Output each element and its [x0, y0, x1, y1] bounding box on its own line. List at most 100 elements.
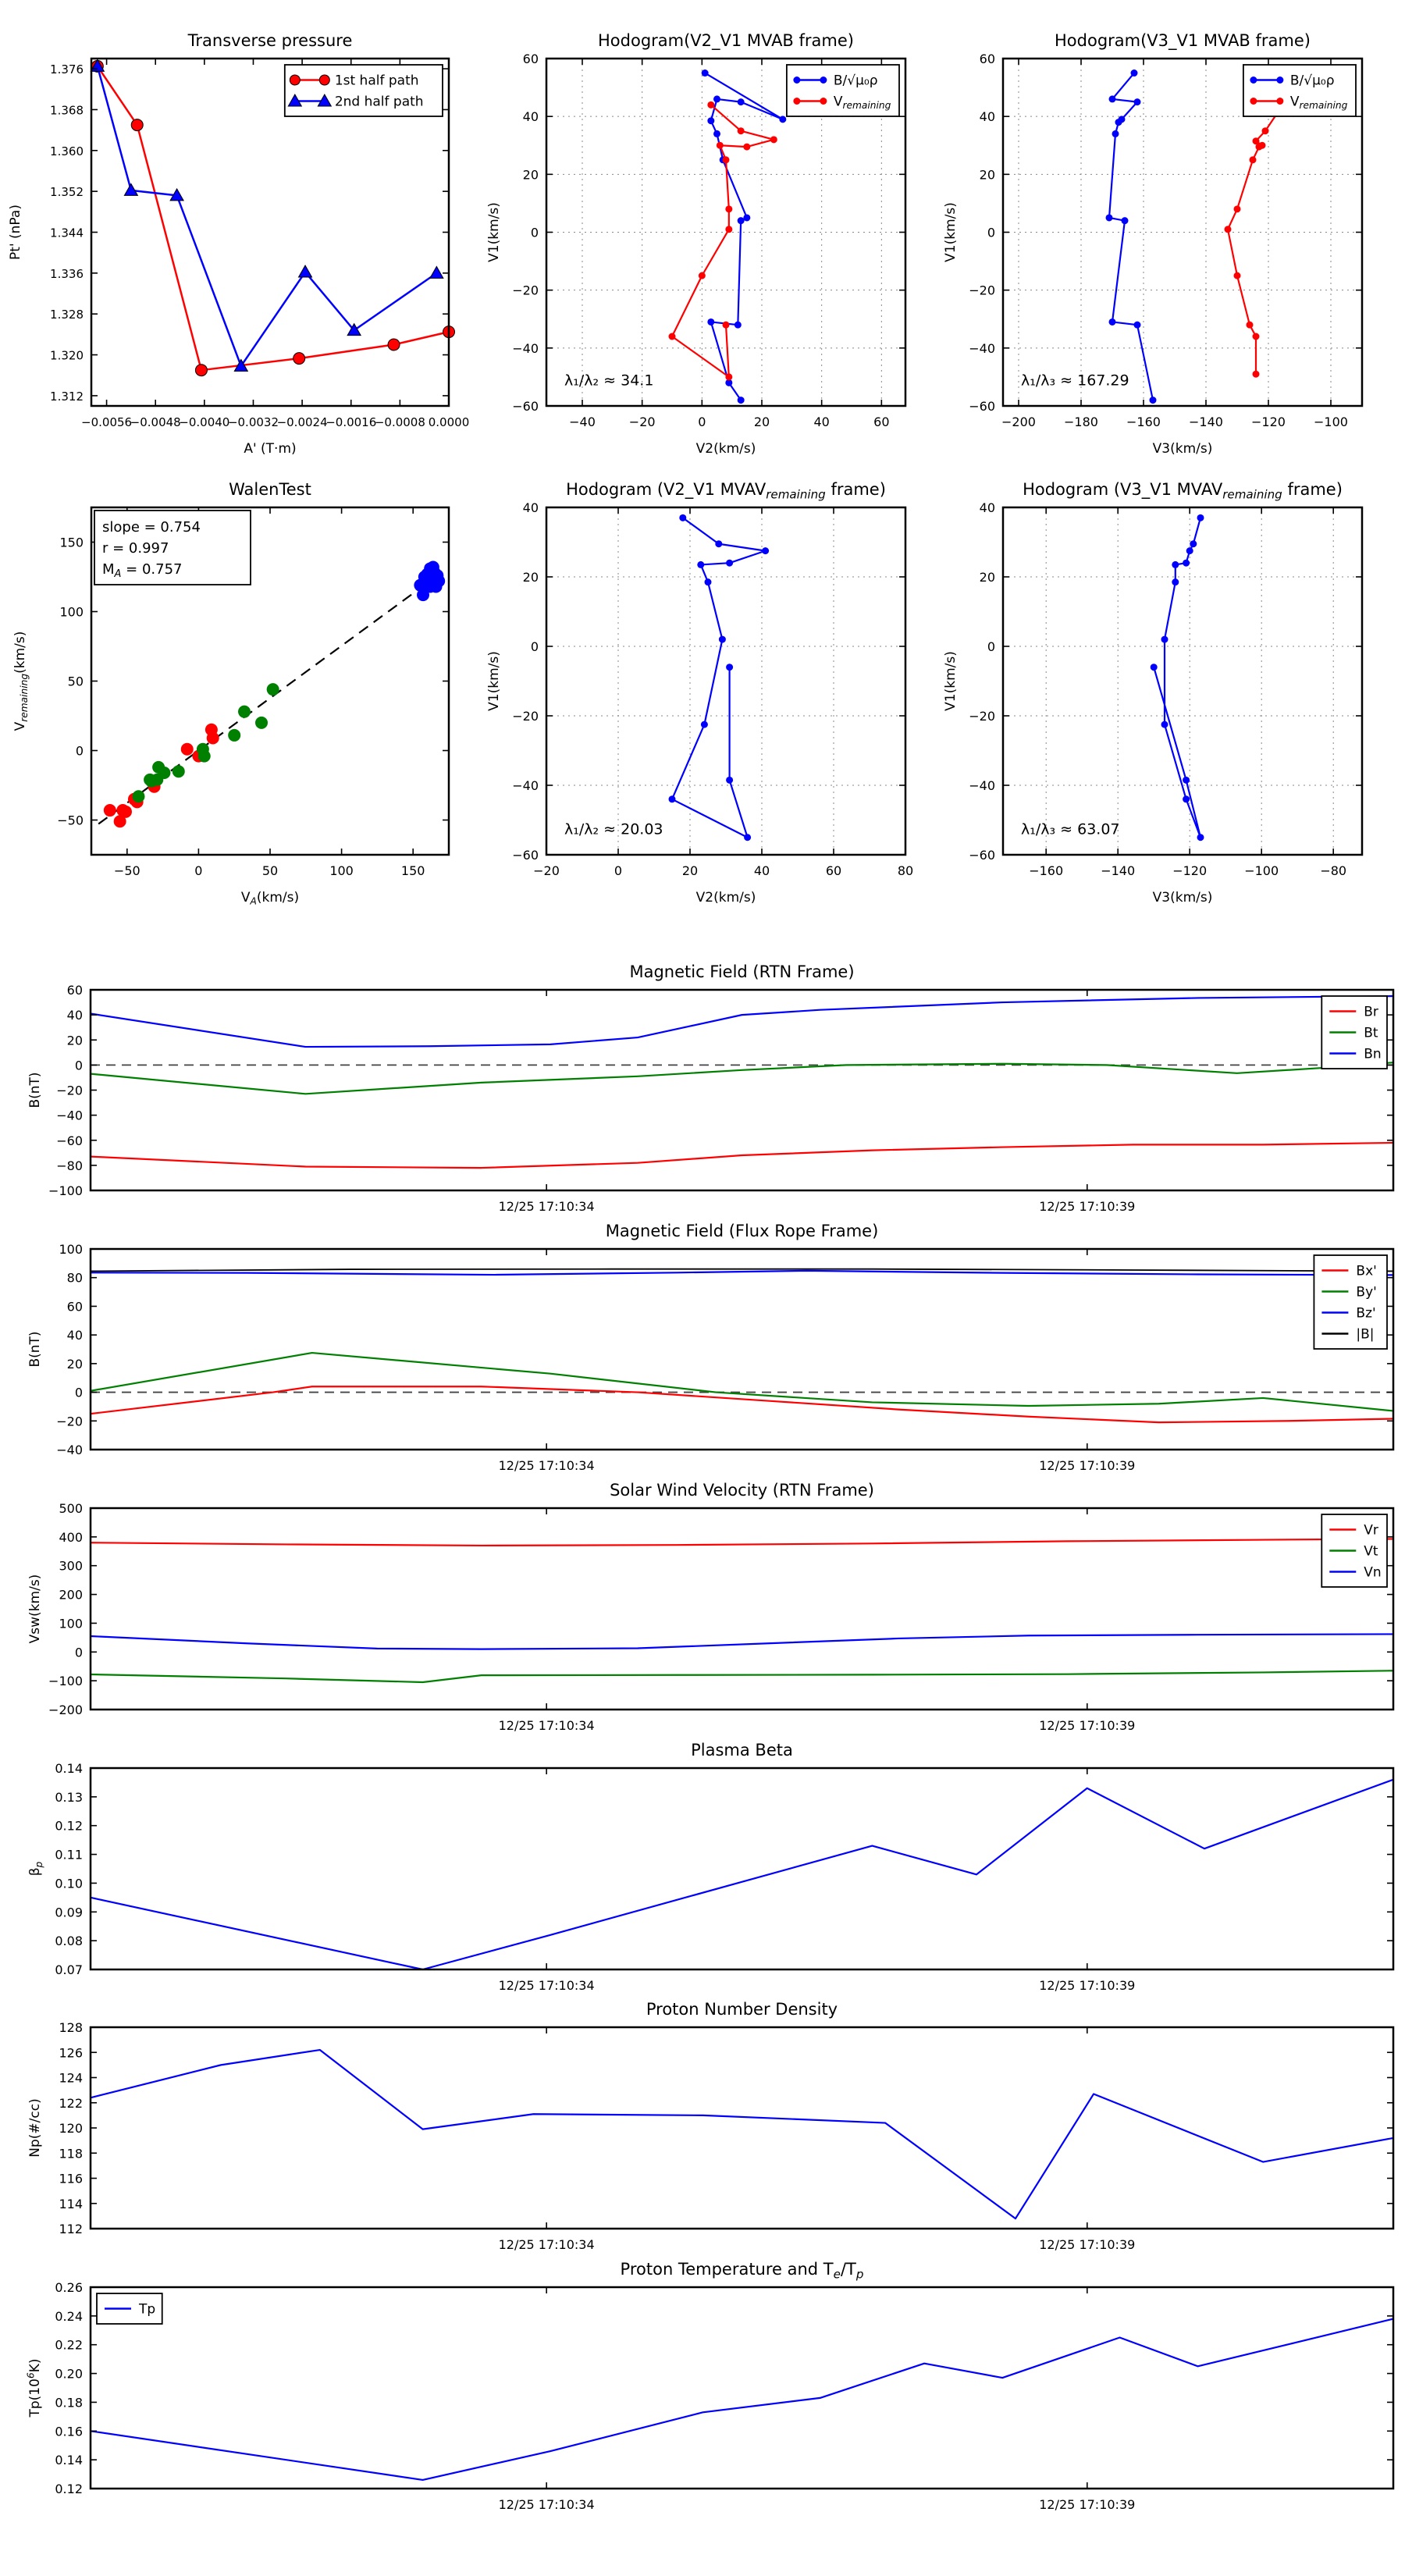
legend: Bx' By' Bz' |B|: [1313, 1254, 1388, 1350]
scatter-point: [103, 804, 116, 817]
y-tick-label: 40: [67, 1008, 83, 1023]
plot-frame: [1001, 506, 1364, 856]
x-axis-label: V3(km/s): [1153, 890, 1213, 906]
legend: B/√μ₀ρ Vremaining: [785, 64, 900, 117]
y-tick-label: 0: [987, 226, 995, 240]
y-tick-label: 1.312: [50, 390, 84, 404]
y-axis-label: V1(km/s): [943, 202, 959, 262]
legend: Br Bt Bn: [1321, 995, 1388, 1069]
x-tick-label: −50: [114, 863, 140, 878]
scatter-point: [180, 742, 194, 756]
series-Vt: [90, 1670, 1394, 1684]
x-tick-label: −0.0024: [277, 415, 328, 429]
y-axis-label: Pt' (nPa): [8, 205, 23, 260]
y-tick-label: 40: [67, 1328, 83, 1343]
series-Bt: [90, 1062, 1394, 1095]
x-tick-label: 12/25 17:10:34: [499, 1718, 595, 1733]
y-tick-label: −60: [969, 399, 995, 414]
x-tick-label: 60: [873, 415, 889, 429]
y-tick-label: 0: [75, 1386, 83, 1400]
chart-solar-wind-velocity: 12/25 17:10:34 12/25 17:10:39 −200 −100 0 100…: [27, 1481, 1395, 1733]
y-tick-label: 100: [59, 1616, 83, 1631]
x-tick-label: 12/25 17:10:34: [499, 1199, 595, 1214]
x-tick-label: −0.0008: [375, 415, 425, 429]
y-axis-label: βp: [27, 1861, 44, 1876]
y-axis-label: B(nT): [27, 1072, 43, 1108]
y-tick-label: 122: [59, 2096, 83, 2111]
y-axis-label: Np(#/cc): [27, 2098, 43, 2157]
y-tick-label: 100: [59, 1242, 83, 1257]
y-tick-label: 0: [531, 226, 539, 240]
scatter-point: [158, 766, 171, 779]
chart-title: Plasma Beta: [691, 1741, 793, 1759]
scatter-point: [206, 731, 219, 745]
x-tick-label: 12/25 17:10:34: [499, 1978, 595, 1993]
y-tick-label: 0: [75, 1058, 83, 1073]
y-tick-label: 60: [67, 1299, 83, 1314]
legend-label: Vt: [1364, 1544, 1378, 1560]
legend-label: Bz': [1356, 1306, 1375, 1322]
chart-magnetic-field-rtn: 12/25 17:10:34 12/25 17:10:39 −100 −80 −60 −4…: [27, 962, 1395, 1214]
x-tick-label: −100: [1314, 415, 1348, 429]
y-tick-label: 0.12: [55, 1819, 83, 1834]
x-tick-label: 0: [698, 415, 706, 429]
scatter-point: [266, 683, 279, 696]
y-tick-label: 0.09: [55, 1905, 83, 1920]
x-tick-label: 12/25 17:10:39: [1039, 1199, 1135, 1214]
chart-plasma-beta: 12/25 17:10:34 12/25 17:10:39 0.07 0.08 0.09…: [27, 1741, 1395, 1993]
x-tick-label: 0: [614, 863, 622, 878]
y-tick-label: 20: [523, 167, 539, 182]
y-tick-label: 118: [59, 2146, 83, 2161]
x-tick-label: −0.0040: [179, 415, 229, 429]
chart-hodogram-v3v1-mvab: −200 −180 −160 −140 −120 −100−60−40−200204060…: [943, 31, 1364, 457]
y-tick-label: 1.376: [50, 62, 84, 76]
x-tick-label: 12/25 17:10:39: [1039, 1458, 1135, 1473]
y-tick-label: 128: [59, 2020, 83, 2035]
x-tick-label: 60: [826, 863, 841, 878]
legend-label: Br: [1364, 1005, 1378, 1020]
y-tick-label: 0.11: [55, 1848, 83, 1863]
series-Tp: [90, 2318, 1394, 2482]
y-axis-label: Tp(106K): [26, 2359, 43, 2418]
x-tick-label: −0.0016: [325, 415, 376, 429]
legend: 1st half path 2nd half path: [283, 64, 443, 117]
y-tick-label: 200: [59, 1588, 83, 1603]
y-tick-label: 0.22: [55, 2338, 83, 2353]
y-tick-label: 0.14: [55, 1761, 83, 1776]
chart-title: Proton Temperature and Te/Tp: [621, 2260, 864, 2282]
annotation: λ₁/λ₂ ≈ 20.03: [564, 820, 663, 838]
scatter-point: [172, 765, 185, 778]
plot-frame: [89, 1247, 1395, 1451]
x-tick-label: 12/25 17:10:39: [1039, 1718, 1135, 1733]
legend: Vr Vt Vn: [1321, 1514, 1388, 1588]
y-tick-label: 40: [523, 500, 539, 515]
series-Br: [90, 1141, 1394, 1169]
legend-label: By': [1356, 1285, 1376, 1300]
x-tick-label: 20: [682, 863, 698, 878]
y-tick-label: 0.07: [55, 1962, 83, 1977]
y-tick-label: 0.10: [55, 1876, 83, 1891]
series-|B|: [90, 1268, 1394, 1272]
y-tick-label: −40: [969, 778, 995, 793]
x-tick-label: 12/25 17:10:34: [499, 2497, 595, 2512]
y-tick-label: 60: [67, 983, 83, 998]
stats-box: slope = 0.754 r = 0.997 MA = 0.757: [94, 510, 251, 585]
legend-label: Vr: [1364, 1523, 1378, 1539]
legend-label: 2nd half path: [335, 94, 424, 110]
scatter-point: [132, 790, 145, 803]
legend: B/√μ₀ρ Vremaining: [1242, 64, 1357, 117]
chart-title: Hodogram(V2_V1 MVAB frame): [598, 31, 854, 51]
y-tick-label: −200: [48, 1703, 83, 1717]
legend-label: Bt: [1364, 1026, 1378, 1041]
y-tick-label: 0.12: [55, 2482, 83, 2496]
y-tick-label: 0.13: [55, 1790, 83, 1805]
stats-line: MA = 0.757: [102, 561, 183, 580]
y-tick-label: 0.26: [55, 2280, 83, 2295]
chart-transverse-pressure: −0.0056−0.0048−0.0040−0.0032−0.0024−0.00…: [8, 31, 469, 457]
plot-frame: [545, 506, 907, 856]
x-tick-label: 12/25 17:10:39: [1039, 2497, 1135, 2512]
y-tick-label: 20: [523, 570, 539, 585]
scatter-point: [432, 575, 446, 588]
y-tick-label: −60: [512, 848, 539, 863]
